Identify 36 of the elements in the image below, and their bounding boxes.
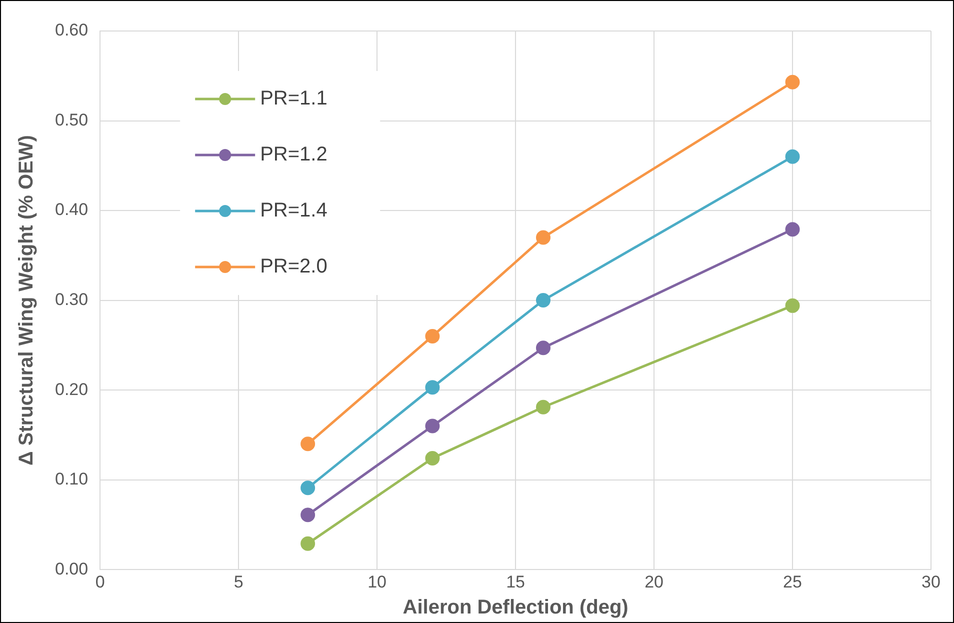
point: [536, 293, 550, 308]
point: [536, 230, 550, 245]
y-tick-label: 0.40: [54, 200, 88, 220]
point: [785, 298, 800, 313]
y-tick-label: 0.10: [54, 470, 88, 489]
legend-label: PR=2.0: [260, 256, 328, 278]
x-tick-label: 15: [506, 572, 526, 592]
point: [300, 536, 316, 551]
y-tick-label: 0.30: [54, 290, 88, 309]
point: [536, 340, 550, 356]
y-tick-label: 0.20: [54, 380, 88, 399]
legend-label: PR=1.4: [260, 200, 328, 222]
point: [536, 400, 550, 414]
y-tick-label: 0.50: [54, 110, 88, 130]
x-tick-label: 0: [95, 572, 105, 592]
y-tick-label: 0.00: [54, 559, 88, 578]
point: [785, 222, 800, 237]
x-axis-title: Aileron Deflection (deg): [402, 596, 628, 619]
y-tick-label: 0.60: [54, 20, 88, 40]
point: [785, 149, 800, 164]
x-tick-label: 5: [234, 572, 244, 592]
point: [300, 508, 316, 522]
point: [300, 480, 316, 496]
x-tick-label: 25: [783, 572, 802, 592]
point: [425, 451, 440, 466]
point: [425, 328, 440, 344]
point: [785, 74, 800, 90]
x-tick-label: 20: [644, 572, 664, 592]
point: [425, 380, 440, 395]
y-axis-title: Δ Structural Wing Weight (% OEW): [16, 135, 38, 466]
x-tick-label: 30: [922, 572, 940, 592]
legend-label: PR=1.2: [260, 144, 328, 166]
x-tick-label: 10: [368, 572, 387, 592]
legend-label: PR=1.1: [260, 88, 328, 110]
point: [425, 418, 440, 434]
point: [300, 436, 316, 452]
